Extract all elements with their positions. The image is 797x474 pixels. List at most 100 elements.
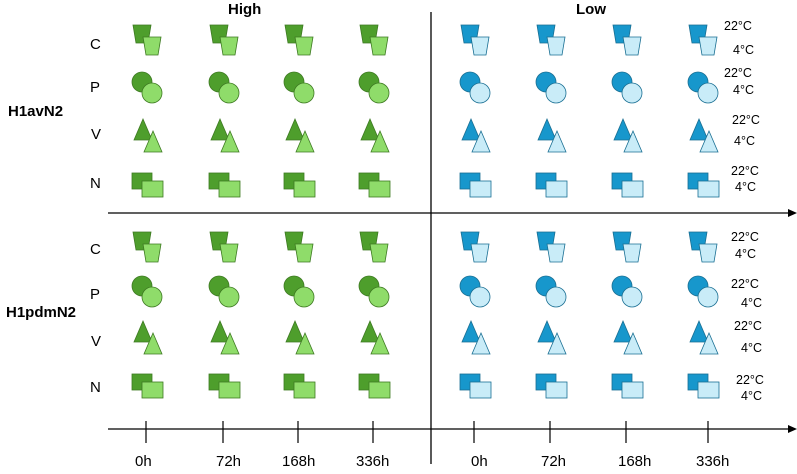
temp-cold-p-top: 4°C	[733, 83, 754, 97]
circle-icon	[697, 82, 719, 104]
square-icon	[293, 381, 316, 399]
temp-cold-n-bottom: 4°C	[741, 389, 762, 403]
triangle-icon	[699, 129, 719, 153]
triangle-icon	[537, 117, 557, 141]
circle-icon	[218, 82, 240, 104]
time-ticks	[145, 421, 709, 443]
trapezoid-icon	[546, 36, 566, 56]
square-icon	[469, 381, 492, 399]
triangle-icon	[370, 129, 390, 153]
triangle-icon	[360, 117, 380, 141]
triangle-icon	[220, 129, 240, 153]
v-glyph-r2-c5	[537, 117, 567, 153]
p-glyph-r5-c6	[611, 275, 643, 308]
n-glyph-r7-c7	[687, 373, 720, 399]
row-label-n-bottom: N	[90, 379, 101, 396]
square-icon	[218, 381, 241, 399]
square-icon	[621, 180, 644, 198]
v-glyph-r6-c5	[537, 319, 567, 355]
trapezoid-icon	[470, 36, 490, 56]
trapezoid-icon	[369, 243, 389, 263]
temp-cold-c-top: 4°C	[733, 43, 754, 57]
tick-label-0h: 0h	[135, 453, 152, 470]
p-glyph-r1-c7	[687, 71, 719, 104]
v-glyph-r6-c4	[461, 319, 491, 355]
c-glyph-r4-c2	[284, 231, 314, 263]
triangle-icon	[295, 129, 315, 153]
temp-cold-c-bottom: 4°C	[735, 247, 756, 261]
group-label-h1avn2: H1avN2	[8, 103, 64, 120]
trapezoid-icon	[546, 243, 566, 263]
row-label-p-bottom: P	[90, 286, 101, 303]
circle-icon	[218, 286, 240, 308]
triangle-icon	[210, 319, 230, 343]
c-glyph-r0-c3	[359, 24, 389, 56]
group-label-h1pdmn2: H1pdmN2	[6, 304, 77, 321]
triangle-icon	[220, 331, 240, 355]
n-glyph-r3-c7	[687, 172, 720, 198]
tick-label-336h: 336h	[356, 453, 390, 470]
n-glyph-r3-c3	[358, 172, 391, 198]
triangle-icon	[689, 319, 709, 343]
tick-label-72h-low: 72h	[541, 453, 567, 470]
temp-warm-v-bottom: 22°C	[734, 319, 762, 333]
p-glyph-r1-c3	[358, 71, 390, 104]
square-icon	[218, 180, 241, 198]
row-label-n-top: N	[90, 175, 101, 192]
triangle-icon	[613, 117, 633, 141]
c-glyph-r0-c4	[460, 24, 490, 56]
temp-cold-v-bottom: 4°C	[741, 341, 762, 355]
v-glyph-r2-c0	[133, 117, 163, 153]
v-glyph-r6-c6	[613, 319, 643, 355]
trapezoid-icon	[622, 243, 642, 263]
tick-label-336h-low: 336h	[696, 453, 730, 470]
n-glyph-r3-c2	[283, 172, 316, 198]
triangle-icon	[133, 117, 153, 141]
row-label-c-top: C	[90, 36, 101, 53]
circle-icon	[368, 286, 390, 308]
c-glyph-r0-c6	[612, 24, 642, 56]
triangle-icon	[360, 319, 380, 343]
n-glyph-r3-c4	[459, 172, 492, 198]
triangle-icon	[461, 319, 481, 343]
horizontal-axis-middle-arrow-icon	[788, 209, 797, 217]
tick-label-0h-low: 0h	[471, 453, 488, 470]
v-glyph-r2-c1	[210, 117, 240, 153]
circle-icon	[621, 286, 643, 308]
trapezoid-icon	[470, 243, 490, 263]
p-glyph-r5-c3	[358, 275, 390, 308]
trapezoid-icon	[219, 243, 239, 263]
square-icon	[141, 381, 164, 399]
triangle-icon	[689, 117, 709, 141]
c-glyph-r0-c5	[536, 24, 566, 56]
horizontal-axis-bottom-arrow-icon	[788, 425, 797, 433]
n-glyph-r7-c5	[535, 373, 568, 399]
p-glyph-r5-c2	[283, 275, 315, 308]
triangle-icon	[547, 331, 567, 355]
tick-label-72h: 72h	[216, 453, 242, 470]
circle-icon	[293, 82, 315, 104]
n-glyph-r3-c5	[535, 172, 568, 198]
n-glyph-r7-c3	[358, 373, 391, 399]
trapezoid-icon	[698, 36, 718, 56]
triangle-icon	[133, 319, 153, 343]
row-label-c-bottom: C	[90, 241, 101, 258]
trapezoid-icon	[219, 36, 239, 56]
triangle-icon	[295, 331, 315, 355]
v-glyph-r2-c3	[360, 117, 390, 153]
p-glyph-r5-c4	[459, 275, 491, 308]
triangle-icon	[547, 129, 567, 153]
temp-warm-v-top: 22°C	[732, 113, 760, 127]
triangle-icon	[461, 117, 481, 141]
temp-cold-p-bottom: 4°C	[741, 296, 762, 310]
c-glyph-r4-c4	[460, 231, 490, 263]
v-glyph-r6-c0	[133, 319, 163, 355]
circle-icon	[697, 286, 719, 308]
trapezoid-icon	[294, 243, 314, 263]
circle-icon	[545, 286, 567, 308]
triangle-icon	[623, 331, 643, 355]
triangle-icon	[210, 117, 230, 141]
square-icon	[469, 180, 492, 198]
